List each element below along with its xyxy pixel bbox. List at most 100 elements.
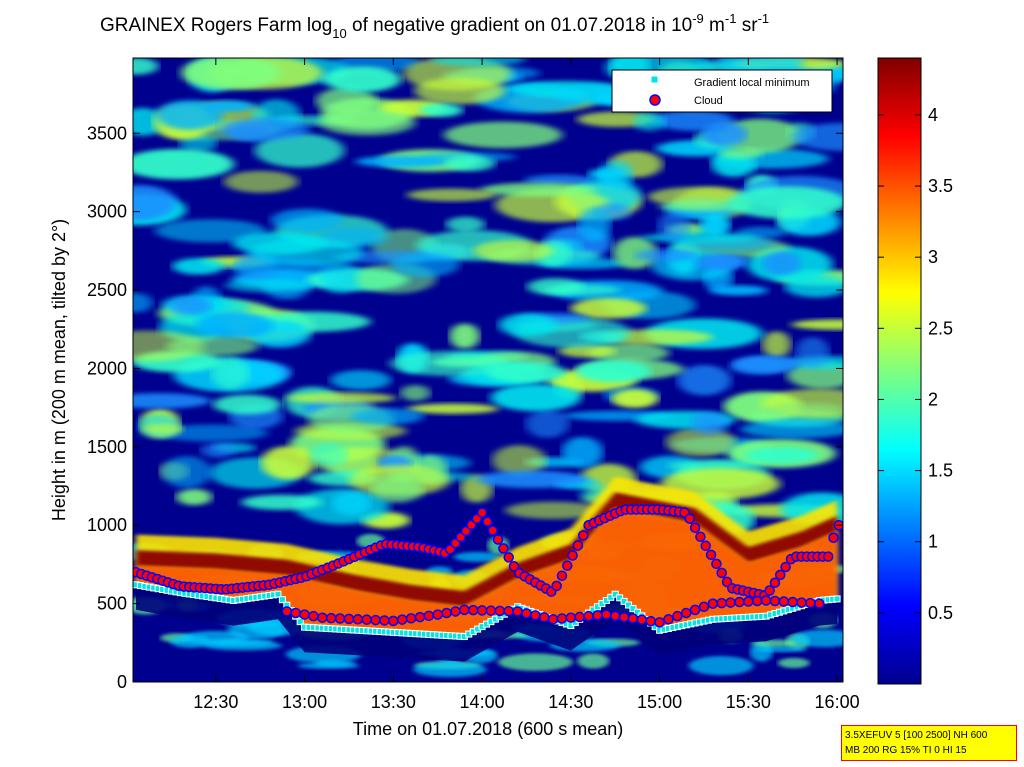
y-axis: 0 500 1000 1500 2000 2500 3000 3500 <box>87 123 843 692</box>
heatmap-cell <box>224 278 311 293</box>
cloud-point <box>290 607 301 619</box>
heatmap-cell <box>254 133 345 168</box>
x-tick-label: 16:00 <box>815 692 860 712</box>
cloud-point <box>689 604 701 616</box>
cloud-point <box>583 610 594 622</box>
heatmap-cell <box>745 447 819 464</box>
colorbar-tick-label: 0.5 <box>928 603 953 623</box>
colorbar-gradient <box>877 57 922 685</box>
settings-info-box: 3.5XEFUV 5 [100 2500] NH 600 MB 200 RG 1… <box>841 725 1017 761</box>
heatmap-cell <box>791 629 843 648</box>
gradient-minimum-point <box>620 597 628 605</box>
heatmap-cell <box>612 236 658 270</box>
heatmap-cell <box>690 411 729 435</box>
cloud-point <box>492 534 504 545</box>
cloud-point <box>299 609 310 620</box>
plot-area <box>132 57 844 683</box>
cloud-point <box>796 597 807 608</box>
x-tick-label: 15:00 <box>637 692 682 712</box>
cloud-point <box>725 597 736 608</box>
cloud-point <box>734 596 745 608</box>
cloud-point <box>684 513 696 524</box>
heatmap-cell <box>332 491 371 516</box>
heatmap-cell <box>400 385 431 401</box>
cloud-point <box>562 560 573 571</box>
cloud-point <box>538 612 550 623</box>
y-axis-label: Height in m (200 m mean, tilted by 2°) <box>49 219 69 521</box>
heatmap-cell <box>784 276 843 298</box>
heatmap-cell <box>212 394 281 415</box>
heatmap-cell <box>202 640 283 651</box>
legend-minimum-marker <box>650 75 659 84</box>
gradient-minimum-point <box>274 590 282 598</box>
heatmap-cell <box>389 350 507 377</box>
heatmap-cell <box>777 657 810 669</box>
heatmap-cell <box>219 117 310 141</box>
chart-title: GRAINEX Rogers Farm log10 of negative gr… <box>100 11 769 41</box>
gradient-minimum-point <box>278 596 286 604</box>
cloud-point <box>689 522 701 533</box>
cloud-point <box>716 597 727 609</box>
heatmap-cell <box>162 455 212 489</box>
x-tick-label: 14:30 <box>548 692 593 712</box>
heatmap-cell <box>749 641 773 662</box>
cloud-point <box>423 610 435 622</box>
heatmap-cell <box>647 186 743 207</box>
heatmap-band-darkblue <box>136 584 838 662</box>
cloud-point <box>370 614 381 626</box>
cloud-point <box>787 596 798 608</box>
heatmap-cell <box>414 77 506 105</box>
x-tick-label: 12:30 <box>193 692 238 712</box>
heatmap-cell <box>172 257 225 275</box>
heatmap-cell <box>261 445 316 480</box>
heatmap-cell <box>633 112 666 132</box>
colorbar-tick-label: 4 <box>928 105 938 125</box>
heatmap-cell <box>527 278 585 296</box>
cloud-point <box>716 567 727 579</box>
heatmap-cell <box>270 208 343 232</box>
heatmap-cell <box>701 122 747 147</box>
heatmap-cell <box>286 392 397 404</box>
heatmap-cell <box>133 184 177 221</box>
colorbar-tick-label: 3 <box>928 247 938 267</box>
cloud-point <box>476 605 488 616</box>
heatmap-cell <box>492 445 547 476</box>
cloud-point <box>572 540 584 551</box>
heatmap-cell <box>181 58 280 90</box>
heatmap-cell <box>505 501 601 520</box>
cloud-point <box>281 606 293 617</box>
cloud-point <box>705 549 717 561</box>
heatmap-cell <box>577 653 610 669</box>
heatmap-cell <box>635 248 697 262</box>
cloud-point <box>764 585 775 596</box>
cloud-point <box>441 607 452 619</box>
heatmap-cell <box>677 364 732 396</box>
heatmap-cell <box>576 360 651 383</box>
heatmap-cell <box>330 370 392 390</box>
heatmap-cell <box>406 188 497 202</box>
legend-minimum-label: Gradient local minimum <box>694 77 810 89</box>
cloud-point <box>567 550 578 561</box>
x-tick-label: 14:00 <box>460 692 505 712</box>
colorbar-tick-label: 3.5 <box>928 176 953 196</box>
heatmap-cell <box>762 251 802 276</box>
cloud-point <box>498 543 509 554</box>
cloud-markers <box>133 504 843 628</box>
cloud-point <box>645 615 656 627</box>
heatmap-cell <box>133 148 234 180</box>
y-tick-label: 500 <box>97 594 127 614</box>
cloud-point <box>618 611 630 623</box>
colorbar-tick-label: 2 <box>928 389 938 409</box>
colorbar: 0.5 1 1.5 2 2.5 3 3.5 4 <box>877 57 953 685</box>
heatmap-cell <box>200 442 236 458</box>
heatmap-cell <box>351 407 424 425</box>
heatmap-cell <box>658 201 745 212</box>
cloud-point <box>707 598 719 609</box>
cloud-point <box>325 612 337 624</box>
heatmap-cell <box>485 362 567 383</box>
heatmap-cell <box>133 393 211 409</box>
heatmap-cell <box>211 356 250 390</box>
heatmap-cell <box>700 213 731 237</box>
heatmap-cell <box>133 58 159 75</box>
cloud-point <box>822 551 834 562</box>
